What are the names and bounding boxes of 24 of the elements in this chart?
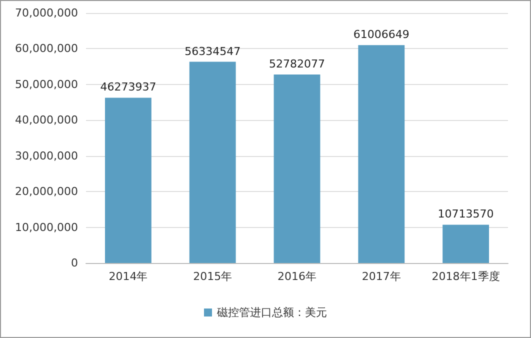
data-label: 61006649 — [353, 28, 410, 42]
bar — [104, 98, 152, 263]
x-tick-label: 2014年 — [108, 270, 148, 283]
y-tick-label: 30,000,000 — [15, 149, 78, 162]
x-tick-label: 2015年 — [193, 270, 232, 283]
x-tick-label: 2016年 — [278, 270, 316, 283]
data-label: 46273937 — [100, 80, 156, 94]
data-label: 56334547 — [184, 44, 241, 58]
y-tick-label: 40,000,000 — [15, 114, 78, 127]
data-label: 10713570 — [438, 208, 494, 221]
y-tick-label: 60,000,000 — [15, 42, 78, 56]
y-tick-label: 0 — [71, 256, 78, 270]
x-tick-label: 2018年1季度 — [432, 270, 500, 283]
x-tick-label: 2017年 — [362, 270, 401, 283]
bar — [358, 45, 405, 263]
data-label: 52782077 — [269, 57, 325, 70]
bar — [189, 62, 236, 263]
y-tick-label: 20,000,000 — [15, 185, 78, 198]
y-tick-label: 10,000,000 — [15, 220, 78, 234]
y-tick-label: 50,000,000 — [15, 78, 78, 91]
bar — [274, 74, 320, 263]
bar — [442, 224, 490, 263]
legend-label: 磁控管进口总额：美元 — [216, 306, 327, 319]
y-tick-label: 70,000,000 — [15, 6, 78, 20]
